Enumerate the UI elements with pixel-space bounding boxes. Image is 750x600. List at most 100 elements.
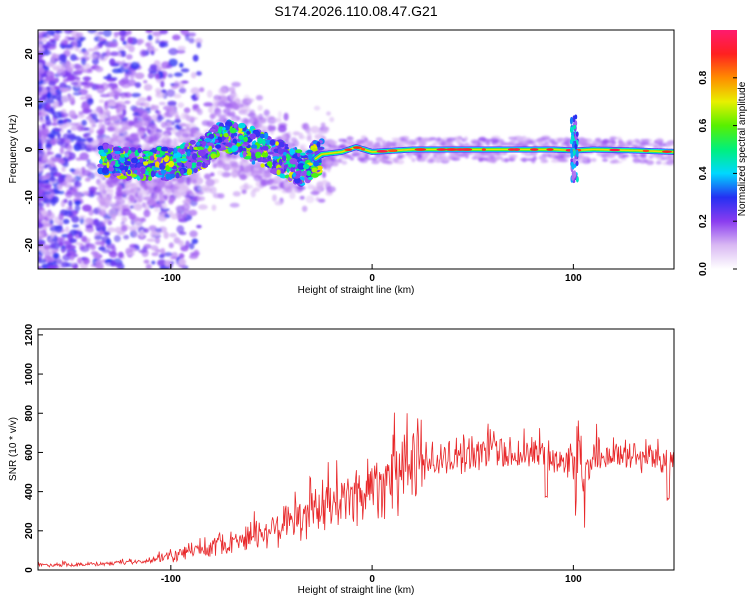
spectral-blob: [137, 96, 146, 101]
spectral-blob: [196, 141, 201, 146]
spectral-blob: [306, 135, 312, 142]
spectral-blob: [38, 229, 46, 237]
spectral-blob: [106, 227, 116, 233]
spectral-blob: [182, 212, 187, 218]
spectral-blob: [151, 252, 159, 257]
spectral-blob: [145, 30, 153, 34]
colorbar-tick-label: 0.0: [698, 262, 709, 276]
spectral-blob: [67, 74, 76, 81]
spectral-blob: [262, 126, 269, 132]
spectral-blob: [51, 195, 59, 204]
spectral-blob: [146, 238, 156, 242]
spectral-blob: [540, 135, 551, 140]
spectral-blob: [48, 244, 57, 249]
spectral-blob: [77, 113, 85, 119]
spectral-blob: [255, 121, 263, 128]
spectral-blob: [54, 153, 62, 159]
spectral-blob: [229, 202, 240, 208]
spectral-blob: [84, 228, 95, 232]
spectral-blob: [173, 72, 183, 77]
spectral-blob: [281, 155, 287, 162]
spectral-blob: [440, 157, 451, 161]
spectral-blob: [106, 153, 113, 161]
spectral-blob: [665, 141, 674, 147]
spectral-blob: [152, 203, 162, 208]
spectral-blob: [263, 132, 269, 140]
spectral-blob: [74, 200, 82, 206]
spectral-blob: [177, 148, 182, 153]
spectral-blob: [195, 93, 200, 98]
spectral-blob: [150, 50, 155, 56]
spectral-blob: [119, 155, 126, 163]
spectral-blob: [602, 158, 609, 162]
spectral-blob: [162, 113, 170, 118]
spectral-blob: [60, 39, 68, 47]
spectral-blob: [46, 71, 52, 77]
spectral-blob: [284, 146, 289, 150]
spectral-blob: [154, 236, 161, 244]
y-tick-label: 1200: [24, 323, 35, 346]
spectral-blob: [113, 31, 123, 36]
spectral-blob: [52, 111, 62, 119]
spectral-blob: [144, 136, 149, 142]
spectral-blob: [622, 144, 630, 148]
spectral-blob: [58, 213, 64, 221]
spectral-blob: [43, 65, 50, 72]
figure-title: S174.2026.110.08.47.G21: [274, 3, 437, 19]
spectral-blob: [175, 131, 185, 139]
spectral-blob: [57, 190, 65, 195]
spectral-blob: [142, 161, 149, 166]
spectral-blob: [38, 210, 47, 214]
spectral-blob: [125, 54, 133, 60]
spectral-blob: [241, 189, 247, 195]
spectral-blob: [296, 186, 306, 191]
spectral-blob: [59, 142, 70, 148]
spectral-blob: [58, 53, 66, 62]
spectral-blob: [296, 170, 300, 175]
spectral-blob: [127, 251, 135, 256]
spectral-blob: [196, 224, 202, 229]
spectral-blob: [381, 143, 391, 148]
spectral-blob: [193, 168, 198, 174]
spectral-blob: [445, 140, 454, 145]
spectral-blob: [172, 126, 177, 135]
spectral-blob: [53, 128, 63, 132]
spectral-blob: [189, 192, 197, 197]
spectral-blob: [150, 129, 157, 136]
spectral-blob: [139, 229, 145, 238]
spectral-blob: [52, 34, 61, 39]
spectral-blob: [316, 165, 323, 171]
spectral-blob: [198, 204, 208, 210]
spectral-blob: [130, 61, 140, 70]
spectral-blob: [304, 125, 311, 134]
spectral-blob: [163, 231, 169, 239]
spectral-blob: [262, 145, 269, 151]
spectral-blob: [123, 129, 129, 138]
spectral-blob: [120, 50, 126, 58]
spectral-blob: [632, 154, 640, 158]
spectral-blob: [189, 139, 196, 145]
spectral-blob: [131, 92, 142, 98]
spectral-blob: [236, 138, 241, 142]
spectral-blob: [160, 80, 165, 88]
snr-plot-area: [38, 329, 674, 570]
spectral-blob: [169, 232, 177, 238]
spectral-blob: [124, 100, 131, 105]
spectral-blob: [155, 73, 160, 80]
spectral-blob: [425, 153, 432, 157]
spectral-blob: [47, 133, 55, 138]
spectral-blob: [556, 137, 566, 143]
spectral-blob: [188, 209, 198, 216]
spectral-blob: [120, 82, 131, 89]
spectral-blob: [322, 126, 330, 133]
spectral-blob: [277, 110, 283, 119]
spectral-blob: [318, 146, 325, 150]
spectral-blob: [172, 165, 178, 170]
spectral-blob: [65, 60, 71, 68]
spectral-blob: [176, 49, 186, 54]
spectral-blob: [149, 155, 154, 161]
spectral-blob: [181, 191, 189, 198]
spectral-blob: [44, 114, 50, 121]
spectral-blob: [166, 122, 172, 127]
spectral-blob: [178, 122, 187, 127]
